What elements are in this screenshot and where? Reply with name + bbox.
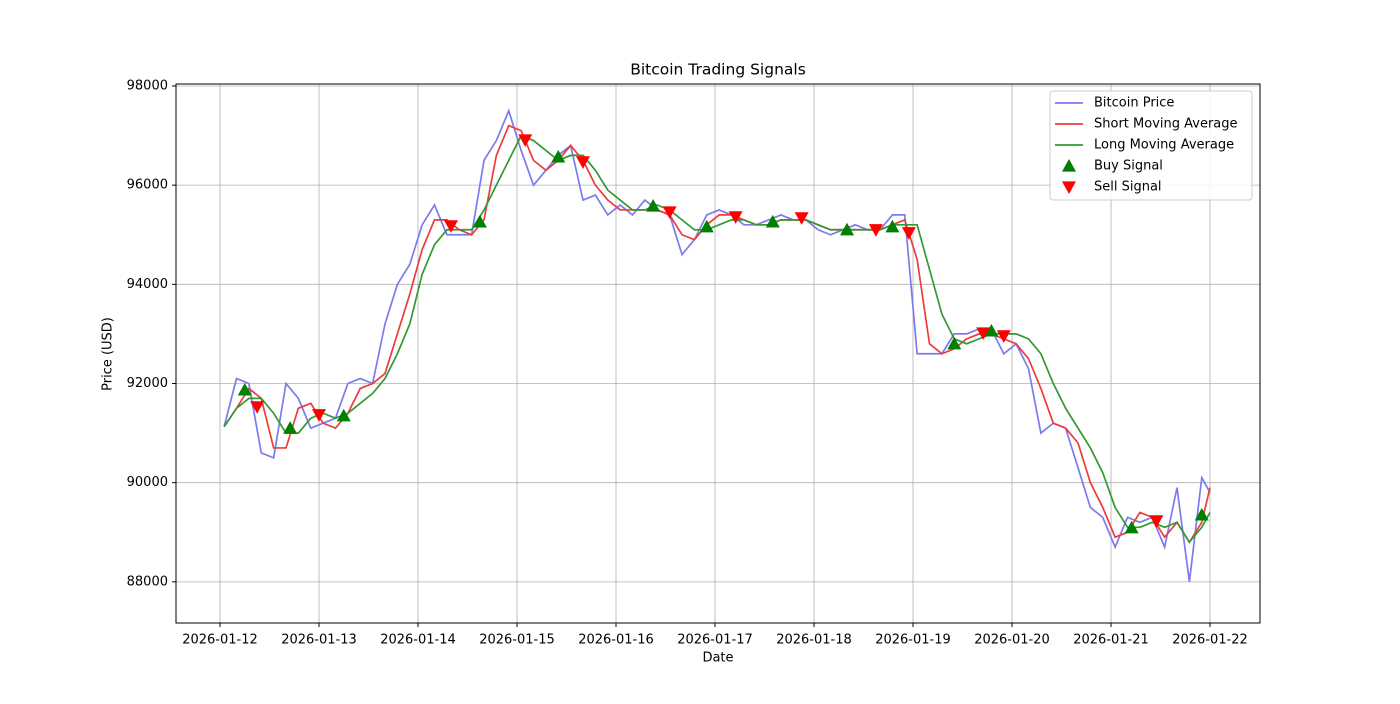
signal-marker (840, 222, 855, 236)
y-tick-label: 96000 (127, 178, 168, 193)
signal-marker (250, 401, 265, 414)
series-line (223, 124, 1211, 544)
series-line (223, 134, 1211, 544)
x-tick-label: 2026-01-18 (776, 633, 852, 648)
signal-marker (984, 323, 999, 337)
x-tick-label: 2026-01-20 (974, 633, 1050, 648)
signal-marker (976, 327, 991, 340)
y-tick-label: 94000 (127, 277, 168, 292)
legend-box (1049, 90, 1253, 201)
x-tick-label: 2026-01-15 (479, 633, 555, 648)
x-tick-label: 2026-01-14 (380, 633, 456, 648)
x-axis-label: Date (702, 651, 733, 666)
signal-marker (996, 330, 1011, 343)
signal-marker (765, 214, 780, 228)
y-tick-label: 88000 (127, 574, 168, 589)
x-tick-label: 2026-01-19 (875, 633, 951, 648)
legend-swatch (1062, 159, 1076, 172)
signal-marker (336, 408, 351, 422)
signal-marker (662, 206, 677, 219)
signal-marker (794, 212, 809, 225)
signal-marker (699, 219, 714, 233)
x-tick-label: 2026-01-22 (1172, 633, 1248, 648)
legend-label: Short Moving Average (1094, 117, 1238, 132)
legend-label: Bitcoin Price (1094, 96, 1174, 111)
plot-frame (175, 83, 1261, 624)
signal-marker (868, 224, 883, 237)
x-tick-label: 2026-01-16 (578, 633, 654, 648)
x-tick-label: 2026-01-13 (281, 633, 357, 648)
signal-marker (312, 409, 327, 422)
signal-marker (444, 220, 459, 233)
signal-marker (1124, 520, 1139, 534)
legend-label: Sell Signal (1094, 180, 1162, 195)
signal-marker (576, 156, 591, 169)
signal-marker (1149, 515, 1164, 528)
chart-title: Bitcoin Trading Signals (630, 61, 806, 79)
signal-marker (646, 198, 661, 212)
signal-marker (901, 227, 916, 240)
signal-marker (237, 382, 252, 396)
signal-marker (551, 149, 566, 163)
series-line (223, 108, 1211, 582)
signal-marker (728, 211, 743, 224)
signal-marker (947, 336, 962, 350)
signal-marker (885, 219, 900, 233)
signal-marker (1194, 507, 1209, 521)
signal-marker (472, 214, 487, 228)
x-tick-label: 2026-01-17 (677, 633, 753, 648)
y-axis-label: Price (USD) (101, 317, 116, 391)
y-tick-label: 92000 (127, 376, 168, 391)
x-tick-label: 2026-01-21 (1073, 633, 1149, 648)
legend-swatch (1062, 181, 1076, 194)
x-tick-label: 2026-01-12 (182, 633, 258, 648)
legend-label: Long Moving Average (1094, 138, 1234, 153)
signal-marker (518, 134, 533, 148)
y-tick-label: 90000 (127, 475, 168, 490)
y-tick-label: 98000 (127, 78, 168, 93)
signal-marker (283, 421, 298, 434)
legend-label: Buy Signal (1094, 159, 1163, 174)
